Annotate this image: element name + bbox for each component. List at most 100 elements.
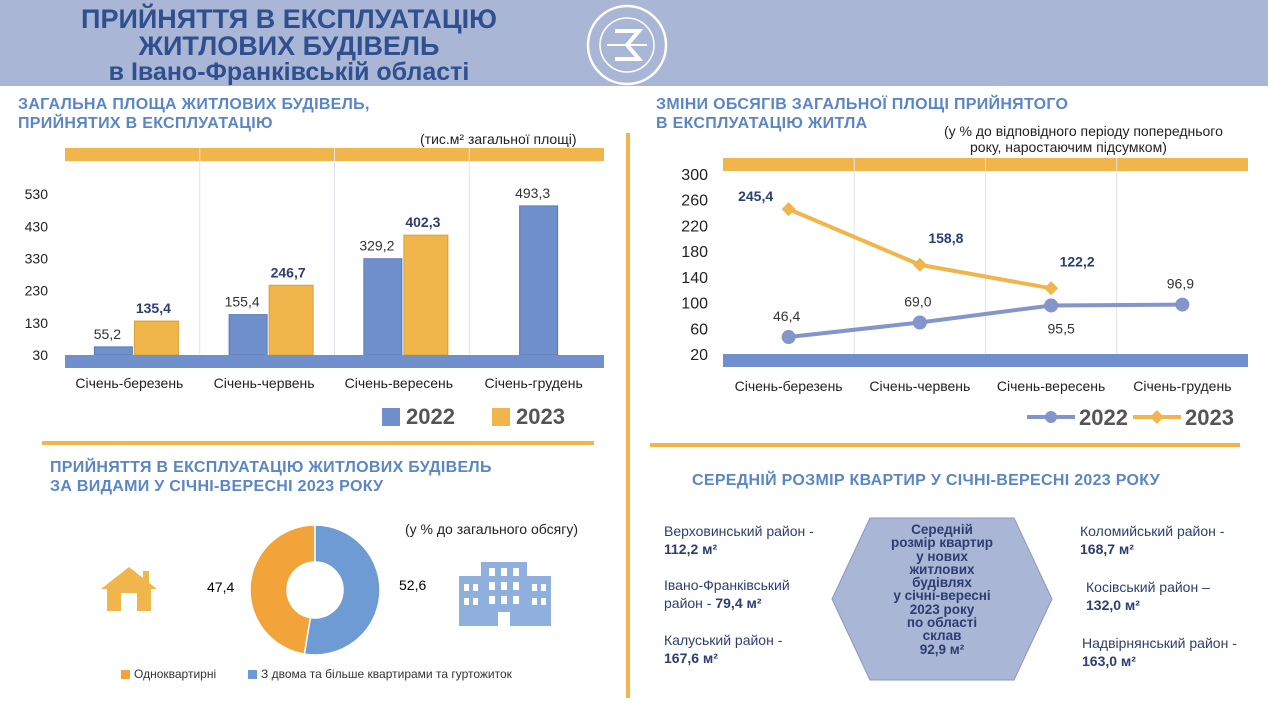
line-label-2022: 96,9 [1167,276,1194,292]
pie-label-single: 47,4 [207,579,235,595]
center-text-line: будівлях [912,575,972,591]
line-y-tick: 180 [681,244,708,261]
district-name: Верховинський район - [664,523,814,539]
line-x-tick: Січень-вересень [997,378,1105,394]
pie-legend-multi: З двома та більше квартирами та гуртожит… [248,667,512,681]
center-text-line: у січні-вересні [893,588,991,604]
bar-unit-note: (тис.м² загальної площі) [420,131,577,147]
line-y-tick: 140 [681,270,708,287]
pie-unit-note: (у % до загального обсягу) [405,521,578,537]
line-label-2023: 158,8 [928,230,963,246]
bar-chart: 30 130 230 330 430 530 55,2 135,4 Січень-березен… [25,148,604,391]
district-ivano-frankivsk: Івано-Франківський район - 79,4 м² [664,576,790,612]
bar-2022 [363,258,403,356]
line-chart: 20 60 100 140 180 220 260 300 46,4 69,0 95,5 96,9 24… [681,158,1248,394]
bar-label-2023: 246,7 [271,264,306,280]
apt-section-title: СЕРЕДНІЙ РОЗМІР КВАРТИР У СІЧНІ-ВЕРЕСНІ … [692,472,1160,489]
bar-label-2022: 493,3 [515,185,550,201]
legend-marker-2022 [1045,411,1057,423]
bar-2022 [519,205,559,356]
district-kosiv: Косівський район – 132,0 м² [1086,578,1210,614]
line-label-2022: 46,4 [773,308,800,324]
line-legend-label-2022: 2022 [1079,406,1128,430]
district-name: Івано-Франківський [664,577,790,593]
bar-x-tick: Січень-грудень [485,375,583,391]
district-value: 167,6 м² [664,650,718,666]
line-y-tick: 100 [681,296,708,313]
district-nadvirna: Надвірнянський район - 163,0 м² [1082,634,1237,670]
bar-y-tick: 230 [25,283,49,299]
line-unit-note-2: року, наростаючим підсумком) [970,139,1167,155]
pie-legend-swatch-multi [248,669,257,679]
line-y-tick: 220 [681,218,708,235]
district-name: Калуський район - [664,632,783,648]
line-point-2022 [781,330,796,345]
line-unit-note-1: (у % до відповідного періоду попередньог… [944,123,1223,139]
line-point-2023 [1044,281,1059,296]
bar-x-tick: Січень-вересень [345,375,453,391]
line-series-2022 [788,302,1183,340]
center-text-line: Середній [911,522,973,537]
line-label-2023: 122,2 [1060,253,1095,269]
district-name: Косівський район – [1086,579,1210,595]
derzhstat-logo-icon [586,4,668,86]
line-series-2023 [787,207,1052,291]
center-text-line: у нових [916,548,968,564]
line-section-title: ЗМІНИ ОБСЯГІВ ЗАГАЛЬНОЇ ПЛОЩІ ПРИЙНЯТОГО… [656,96,1069,132]
center-text-line: 2023 року [909,601,975,617]
legend-label-2022: 2022 [406,404,455,429]
vertical-divider [626,133,630,698]
pie-section-title: ПРИЙНЯТТЯ В ЕКСПЛУАТАЦІЮ ЖИТЛОВИХ БУДІВЕ… [50,459,492,495]
header-title-line2: ЖИТЛОВИХ БУДІВЕЛЬ [138,31,440,61]
pie-label-multi: 52,6 [399,577,427,593]
bar-label-2022: 329,2 [359,238,394,254]
bar-bottom-band [65,355,604,368]
district-kolomyia: Коломийський район - 168,7 м² [1080,522,1224,558]
donut-slice-multi [303,524,381,656]
line-bottom-band [723,354,1248,367]
bar-label-2023: 135,4 [136,300,171,316]
district-name-2: район - [664,595,712,611]
district-verkhovyna: Верховинський район - 112,2 м² [664,522,814,558]
center-text-line: розмір квартир [890,535,994,551]
header-title-line1: ПРИЙНЯТТЯ В ЕКСПЛУАТАЦІЮ [81,4,497,34]
bar-2023 [268,284,314,356]
bar-2022 [93,346,133,356]
line-y-tick: 60 [690,321,708,338]
legend-swatch-2023 [492,408,510,426]
line-point-2022 [912,315,927,330]
line-point-2022 [1175,297,1190,312]
legend-marker-2023 [1150,410,1164,424]
bar-label-2022: 55,2 [94,326,121,342]
apartment-building-icon [459,562,551,626]
line-x-tick: Січень-березень [735,378,843,394]
line-label-2022: 95,5 [1048,320,1075,336]
center-text-line: склав [922,628,962,644]
bar-y-tick: 330 [25,250,49,266]
line-x-tick: Січень-червень [869,378,970,394]
bar-label-2023: 402,3 [405,214,440,230]
district-value: 163,0 м² [1082,653,1136,669]
bar-label-2022: 155,4 [225,294,260,310]
bar-x-tick: Січень-червень [214,375,315,391]
divider-right [650,443,1240,447]
line-point-2023 [912,257,927,272]
district-value: 79,4 м² [715,595,762,611]
donut-chart [249,524,381,656]
line-y-tick: 300 [681,167,708,184]
line-point-2023 [781,202,796,217]
district-name: Коломийський район - [1080,523,1225,539]
pie-legend-label-single: Одноквартирні [134,667,217,681]
house-icon [101,567,157,611]
bar-y-tick: 530 [25,186,49,202]
district-value: 168,7 м² [1080,541,1134,557]
center-text-line: 92,9 м² [919,641,965,657]
bar-2023 [133,320,179,356]
pie-legend-swatch-single [121,669,130,679]
line-legend-label-2023: 2023 [1185,406,1234,430]
divider-left [42,441,594,445]
district-value: 112,2 м² [664,541,718,557]
bar-2023 [403,234,449,356]
line-label-2023: 245,4 [738,188,773,204]
header-title-line3: в Івано-Франківській області [108,58,470,86]
